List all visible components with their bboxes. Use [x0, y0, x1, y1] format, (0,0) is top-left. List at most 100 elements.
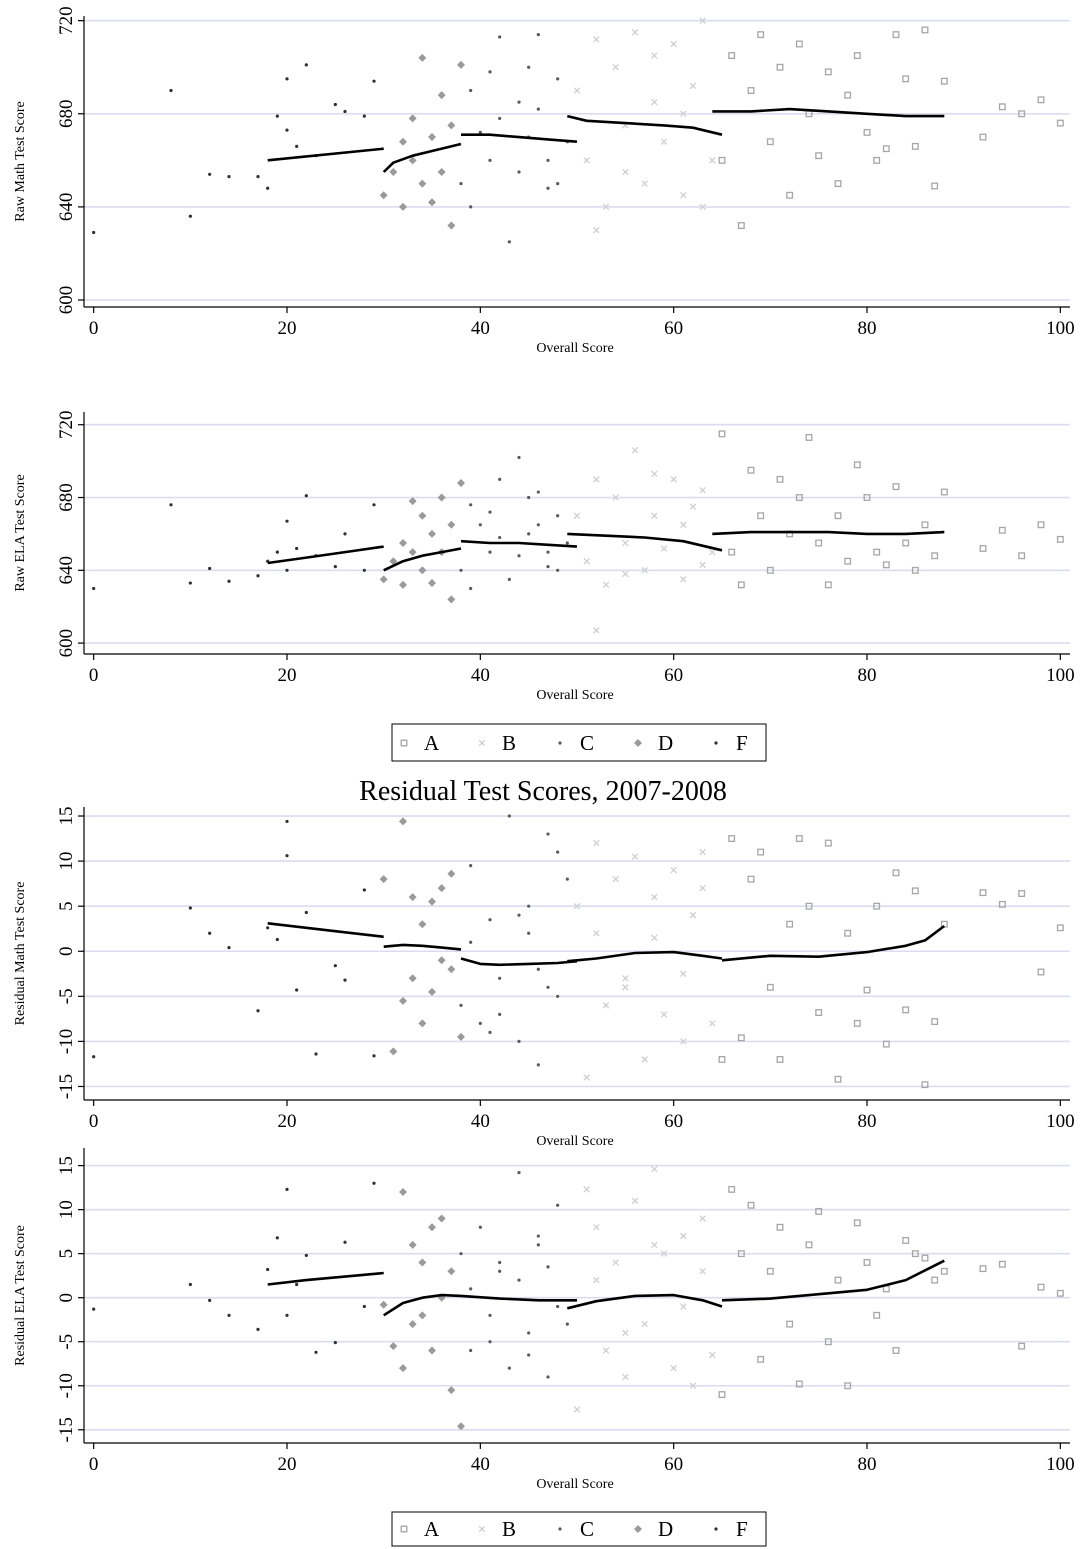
- point-D: [418, 53, 427, 62]
- point-B: [593, 839, 600, 847]
- point-D: [418, 566, 427, 575]
- point-C: [459, 1003, 463, 1007]
- point-B: [670, 1364, 677, 1372]
- point-C: [459, 1252, 463, 1256]
- point-C: [517, 1039, 521, 1043]
- series-C: [459, 814, 569, 1067]
- point-A: [805, 434, 813, 441]
- point-A: [737, 1250, 745, 1258]
- point-A: [718, 430, 726, 438]
- point-B: [622, 168, 629, 176]
- point-B: [680, 970, 687, 978]
- legend-label: F: [736, 731, 748, 755]
- point-F: [266, 1267, 270, 1272]
- point-D: [408, 548, 417, 557]
- point-A: [718, 1055, 726, 1063]
- point-B: [593, 1223, 600, 1231]
- point-C: [507, 240, 511, 244]
- legend-item-F: F: [714, 1517, 748, 1541]
- point-A: [805, 1241, 813, 1249]
- x-axis-title: Overall Score: [536, 688, 613, 703]
- x-tick-label: 40: [471, 1111, 490, 1132]
- point-F: [208, 566, 212, 571]
- fit-line: [383, 1293, 462, 1317]
- legend-marker-F: [714, 741, 718, 745]
- point-B: [689, 503, 697, 510]
- x-tick-label: 0: [89, 318, 99, 339]
- point-C: [517, 1171, 521, 1175]
- y-tick-label: 5: [56, 1249, 77, 1259]
- fit-line: [721, 924, 946, 962]
- point-D: [447, 1267, 456, 1276]
- point-F: [266, 186, 270, 190]
- legend-item-A: A: [400, 1517, 440, 1541]
- point-F: [372, 79, 376, 83]
- point-A: [766, 983, 774, 991]
- point-A: [805, 902, 813, 910]
- point-A: [853, 1219, 861, 1227]
- point-A: [892, 869, 900, 877]
- point-A: [873, 548, 881, 556]
- point-A: [844, 557, 852, 565]
- point-D: [379, 575, 388, 584]
- x-tick-label: 0: [89, 665, 99, 686]
- y-tick-label: 600: [56, 629, 77, 658]
- legend-item-B: B: [478, 1517, 516, 1541]
- point-F: [256, 1327, 260, 1332]
- point-F: [169, 503, 173, 507]
- point-C: [498, 1260, 502, 1265]
- point-A: [747, 87, 755, 94]
- point-F: [256, 175, 260, 179]
- point-C: [488, 158, 492, 162]
- legend-label: D: [658, 731, 673, 755]
- y-tick-label: -10: [56, 1029, 77, 1054]
- point-F: [275, 937, 279, 942]
- legend-marker-F: [714, 1527, 718, 1531]
- point-A: [834, 512, 842, 520]
- point-D: [428, 897, 436, 906]
- point-B: [699, 561, 706, 569]
- y-tick-label: 600: [56, 286, 77, 315]
- point-C: [469, 586, 473, 591]
- legend-label: D: [658, 1517, 673, 1541]
- point-C: [469, 864, 473, 868]
- point-B: [651, 893, 658, 901]
- y-tick-label: 10: [56, 852, 77, 871]
- point-B: [670, 40, 677, 48]
- point-C: [498, 535, 502, 540]
- point-F: [208, 172, 212, 176]
- point-F: [256, 574, 260, 578]
- point-B: [651, 1165, 658, 1173]
- point-B: [651, 52, 658, 59]
- legend-marker-D: [634, 739, 642, 747]
- point-D: [418, 511, 427, 520]
- point-F: [275, 114, 279, 118]
- point-A: [911, 887, 919, 895]
- point-A: [873, 1311, 881, 1319]
- point-A: [853, 461, 861, 469]
- point-D: [408, 974, 417, 983]
- point-D: [437, 167, 446, 176]
- point-B: [670, 866, 677, 874]
- legend-item-C: C: [558, 731, 594, 755]
- point-B: [622, 539, 629, 547]
- point-A: [863, 986, 871, 994]
- point-B: [622, 984, 629, 991]
- legend-marker-B: [478, 1525, 486, 1533]
- point-C: [517, 554, 521, 558]
- point-B: [709, 1020, 716, 1027]
- point-B: [631, 446, 639, 454]
- point-F: [285, 77, 289, 81]
- point-C: [469, 1287, 473, 1291]
- point-A: [882, 1040, 890, 1048]
- point-F: [285, 568, 289, 572]
- point-D: [457, 60, 465, 69]
- point-A: [853, 52, 861, 60]
- point-B: [612, 63, 619, 71]
- point-F: [372, 1181, 376, 1185]
- legend-item-F: F: [714, 731, 748, 755]
- fit-line: [567, 532, 723, 552]
- point-D: [447, 869, 456, 878]
- point-A: [824, 581, 832, 589]
- point-A: [1037, 968, 1045, 976]
